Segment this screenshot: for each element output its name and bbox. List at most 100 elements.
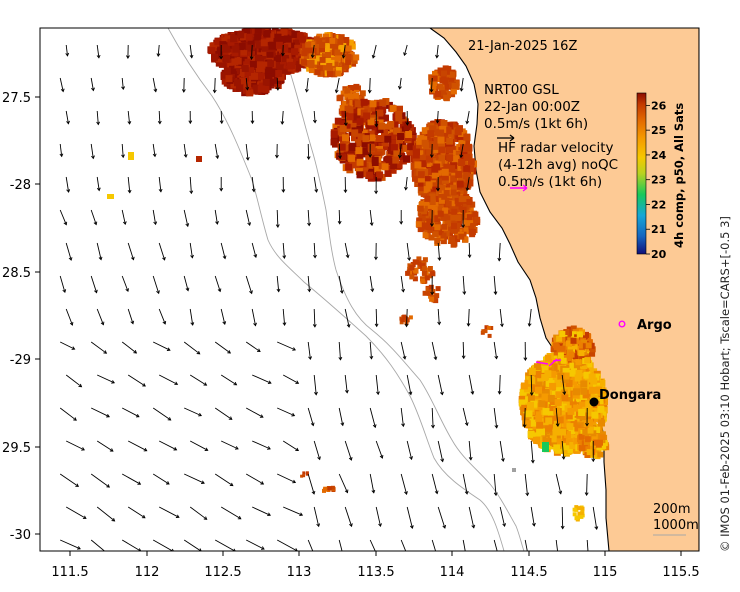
current-vector	[493, 341, 498, 359]
current-vector-head	[465, 558, 468, 561]
current-vector	[400, 275, 404, 292]
current-vector	[372, 44, 377, 59]
sst-cell	[273, 38, 281, 46]
sst-cell	[596, 402, 604, 410]
sst-cell	[409, 134, 417, 142]
current-vector-head	[106, 413, 110, 418]
sst-cell	[444, 142, 452, 149]
sst-cell	[557, 372, 565, 380]
sst-cell	[519, 388, 527, 396]
sst-cell	[267, 60, 275, 68]
current-vector-head	[433, 356, 438, 361]
sst-cell	[527, 430, 535, 438]
sst-cell	[442, 78, 449, 85]
sst-cell	[286, 62, 294, 70]
current-vector-head	[222, 321, 227, 325]
current-vector	[127, 176, 131, 193]
sst-cell	[572, 507, 577, 512]
sst-cell	[557, 352, 564, 359]
sst-cell	[397, 133, 405, 140]
sst-cell	[562, 372, 570, 380]
sst-cell	[368, 104, 376, 112]
sst-cell	[555, 391, 563, 399]
current-vector-head	[429, 88, 434, 93]
current-vector	[276, 77, 279, 91]
sst-cell	[360, 98, 368, 106]
sst-cell	[343, 63, 350, 70]
current-vector-head	[409, 525, 414, 529]
sst-cell	[406, 149, 414, 156]
sst-cell	[262, 85, 270, 93]
sst-cell	[351, 57, 358, 64]
sst-cell	[548, 375, 556, 382]
current-vector-head	[105, 551, 108, 554]
sst-cell	[536, 421, 544, 429]
current-vector	[399, 143, 402, 158]
sst-cell	[449, 214, 456, 221]
sst-cell	[447, 232, 453, 239]
colorbar-tick-label: 23	[651, 174, 666, 187]
sst-cell	[429, 296, 435, 302]
current-vector-head	[561, 456, 566, 460]
current-vector	[307, 341, 311, 360]
sst-cell	[425, 155, 433, 163]
sst-cell	[577, 511, 582, 516]
current-vector-head	[312, 119, 317, 124]
sst-cell	[435, 76, 442, 82]
current-vector	[313, 110, 316, 123]
sst-cell	[389, 105, 397, 113]
sst-cell	[554, 399, 562, 407]
sst-cell	[566, 326, 573, 333]
current-vector-head	[343, 189, 348, 194]
sst-cell	[386, 151, 394, 159]
current-vector	[400, 407, 404, 427]
current-vector	[369, 341, 372, 359]
sst-cell	[470, 220, 477, 227]
current-vector-head	[166, 347, 171, 351]
place-dongara: Dongara	[589, 388, 661, 407]
sst-cell	[254, 33, 262, 41]
sst-cell	[245, 44, 253, 52]
sst-cell	[440, 129, 448, 137]
sst-cell	[570, 419, 578, 427]
current-vector-head	[227, 350, 232, 354]
sst-cell	[274, 55, 281, 63]
sst-cell	[565, 412, 573, 420]
argo-label: Argo	[637, 318, 672, 333]
sst-cell	[305, 472, 309, 476]
current-vector	[276, 209, 279, 228]
sst-cell	[355, 95, 362, 102]
sst-cell	[412, 276, 418, 282]
sst-cell	[528, 367, 536, 375]
sst-cell	[580, 362, 588, 369]
sst-cell	[345, 53, 352, 60]
sst-cell	[338, 143, 346, 151]
sst-cell	[417, 226, 424, 233]
sst-cell	[588, 445, 595, 452]
sst-cell	[545, 423, 553, 430]
current-vector-head	[367, 89, 372, 94]
current-vector	[96, 176, 100, 191]
current-vector	[96, 44, 100, 58]
current-vector-head	[250, 120, 255, 125]
current-vector	[251, 44, 253, 60]
current-vector-head	[459, 87, 464, 92]
sst-cell	[308, 62, 315, 69]
sst-cell	[453, 162, 461, 170]
sst-cell	[428, 210, 435, 217]
sst-cell	[399, 121, 407, 129]
sst-cell	[520, 382, 528, 390]
sst-cell	[584, 407, 592, 414]
current-vector	[121, 275, 129, 292]
sst-cell	[578, 409, 586, 416]
current-vector-head	[404, 491, 408, 495]
sst-cell	[418, 179, 425, 187]
current-vector-head	[282, 255, 287, 259]
sst-cell	[329, 42, 336, 49]
current-vector-head	[173, 447, 178, 451]
sst-cell	[428, 74, 435, 81]
current-vector	[158, 308, 166, 325]
current-vector	[252, 440, 271, 450]
x-tick-label: 111.5	[51, 565, 88, 580]
